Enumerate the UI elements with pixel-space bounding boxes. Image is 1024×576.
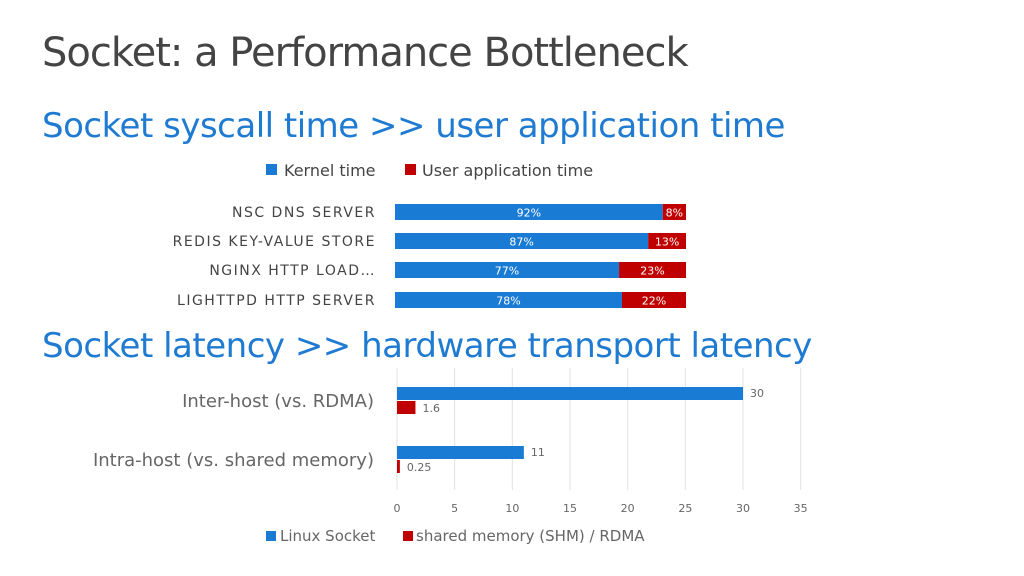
data-label: 0.25	[407, 461, 432, 474]
data-label: 77%	[495, 265, 519, 278]
bar-linux-socket	[397, 387, 743, 400]
x-tick-label: 20	[621, 502, 635, 515]
data-label: 22%	[642, 295, 666, 308]
bar-kernel	[395, 204, 663, 220]
bar-user	[619, 262, 686, 278]
section-heading-latency: Socket latency >> hardware transport lat…	[42, 326, 812, 366]
data-label: 1.6	[422, 402, 440, 415]
x-tick-label: 10	[505, 502, 519, 515]
data-label: 30	[750, 387, 764, 400]
bar-kernel	[395, 262, 620, 278]
bar-kernel	[395, 233, 649, 249]
x-tick-label: 30	[736, 502, 750, 515]
data-label: 23%	[640, 265, 664, 278]
bar-shm-rdma	[397, 460, 400, 473]
category-label: NGINX HTTP LOAD…	[209, 263, 376, 279]
data-label: 8%	[666, 207, 683, 220]
legend-swatch-1	[405, 164, 416, 175]
data-label: 78%	[496, 295, 520, 308]
legend-label-0: Kernel time	[284, 161, 376, 180]
category-label: LIGHTTPD HTTP SERVER	[177, 293, 376, 309]
x-tick-label: 35	[794, 502, 808, 515]
section-heading-syscall: Socket syscall time >> user application …	[42, 106, 785, 146]
bar-user	[662, 204, 686, 220]
slide-title: Socket: a Performance Bottleneck	[42, 30, 689, 76]
x-tick-label: 0	[394, 502, 401, 515]
legend-swatch-0	[266, 531, 276, 541]
bar-user	[648, 233, 686, 249]
data-label: 92%	[517, 207, 541, 220]
category-label: Inter-host (vs. RDMA)	[182, 391, 374, 412]
legend-swatch-1	[403, 531, 413, 541]
bar-shm-rdma	[397, 401, 416, 414]
category-label: Intra-host (vs. shared memory)	[93, 450, 374, 471]
legend-swatch-0	[266, 164, 277, 175]
legend-label-1: User application time	[422, 161, 593, 180]
data-label: 87%	[509, 236, 533, 249]
category-label: NSC DNS SERVER	[232, 205, 376, 221]
x-tick-label: 5	[451, 502, 458, 515]
bar-linux-socket	[397, 446, 524, 459]
bar-kernel	[395, 292, 622, 308]
data-label: 13%	[655, 236, 679, 249]
category-label: REDIS KEY-VALUE STORE	[173, 234, 376, 250]
legend-label-1: shared memory (SHM) / RDMA	[416, 527, 645, 545]
x-tick-label: 25	[678, 502, 692, 515]
data-label: 11	[531, 446, 545, 459]
bar-user	[621, 292, 686, 308]
legend-label-0: Linux Socket	[280, 527, 376, 545]
x-tick-label: 15	[563, 502, 577, 515]
